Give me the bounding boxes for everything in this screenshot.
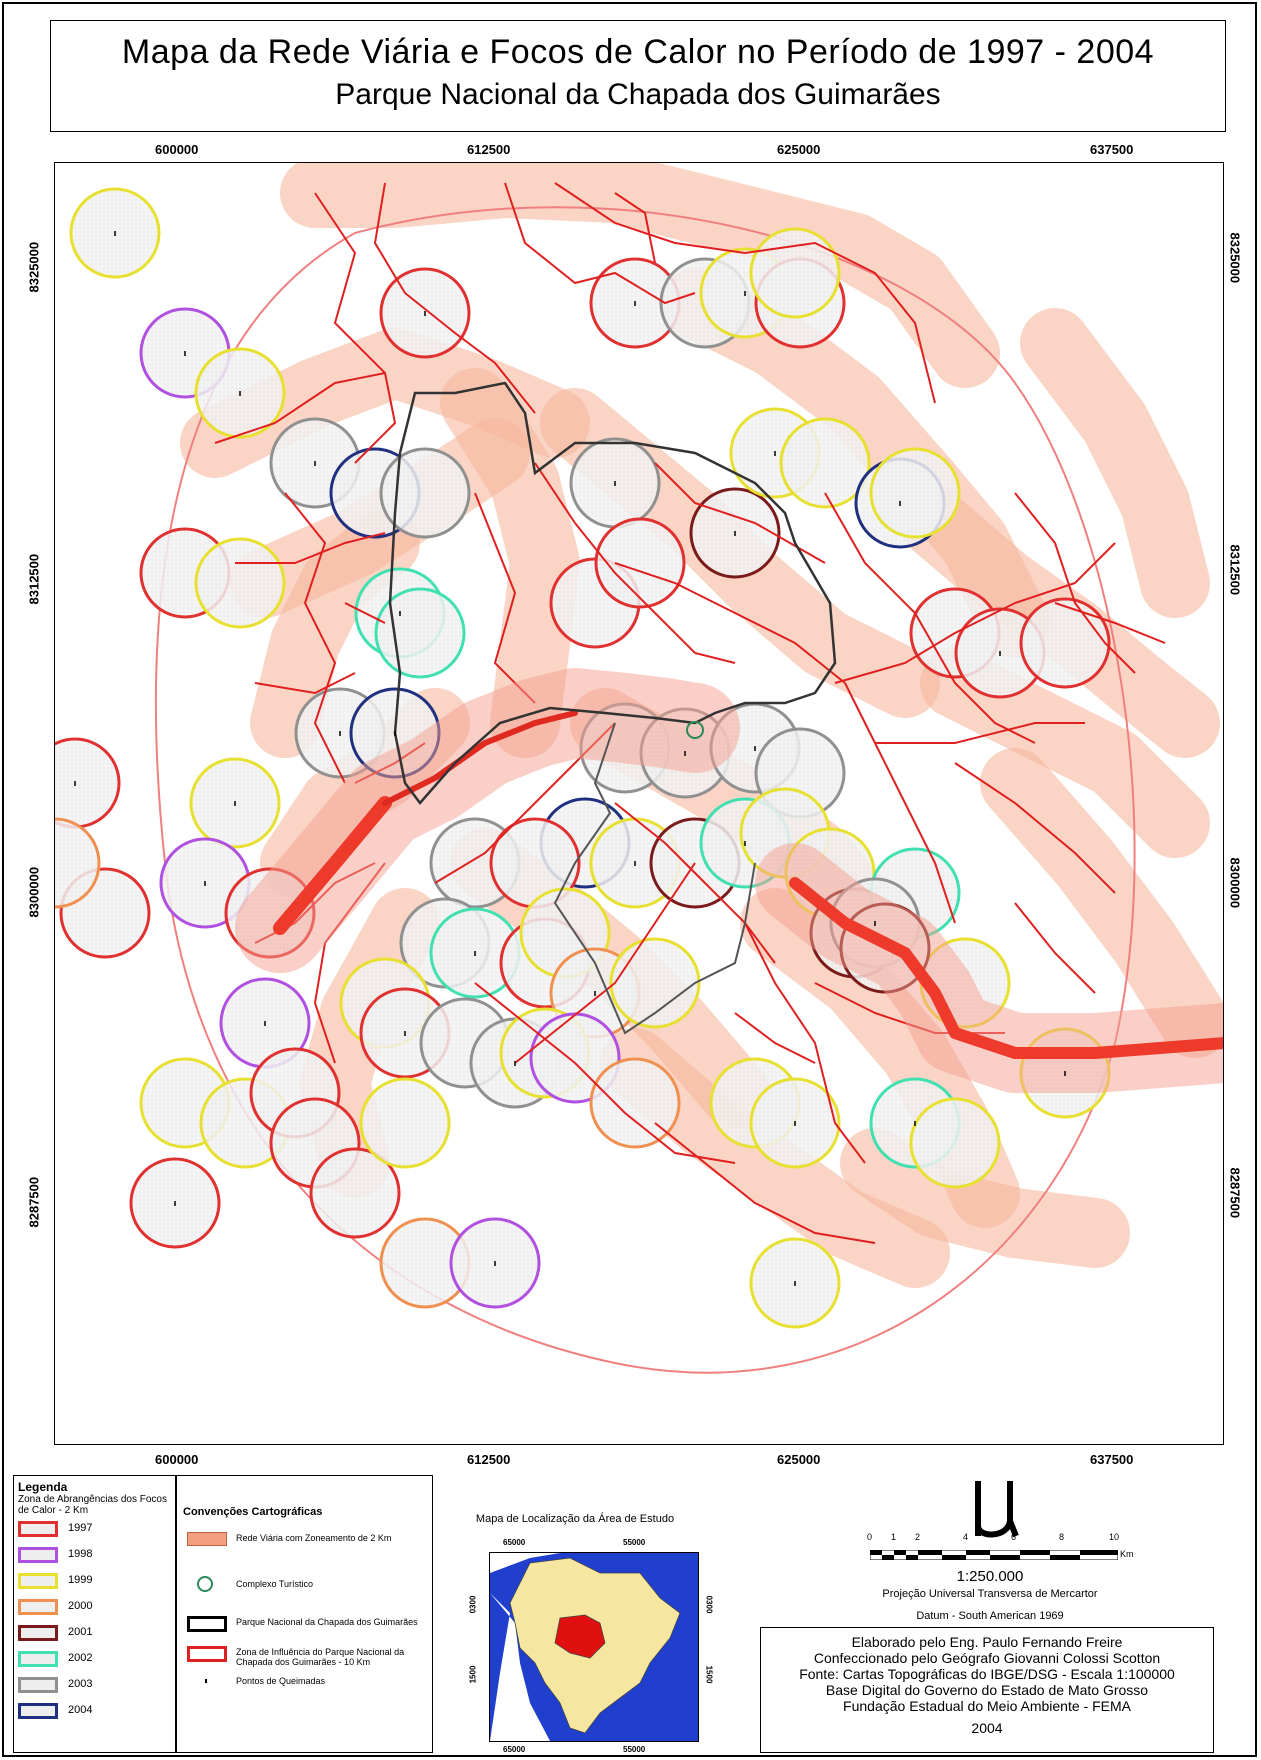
- legend-swatch-1999: [18, 1573, 58, 1589]
- legend-swatch-1997: [18, 1521, 58, 1537]
- legend-label-2003: 2003: [68, 1678, 93, 1690]
- road-zone-swatch: [187, 1532, 227, 1546]
- location-map-canvas: [490, 1553, 698, 1741]
- influence-zone-swatch: [187, 1646, 227, 1662]
- credits-box: Elaborado pelo Eng. Paulo Fernando Freir…: [760, 1627, 1214, 1753]
- datum: Datum - South American 1969: [916, 1610, 1064, 1622]
- convention-label: Parque Nacional da Chapada dos Guimarães: [236, 1617, 418, 1627]
- y-label-left-2: 8312500: [26, 553, 42, 605]
- scale-bar: [869, 1547, 1119, 1561]
- x-label-top-2: 612500: [467, 142, 511, 157]
- legend-box: [13, 1475, 433, 1753]
- x-label-bottom-2: 612500: [467, 1452, 511, 1467]
- credit-line: 2004: [971, 1720, 1003, 1736]
- legend-label-1997: 1997: [68, 1522, 93, 1534]
- y-label-left-4: 8287500: [26, 1176, 42, 1228]
- legend-label-2001: 2001: [68, 1626, 93, 1638]
- legend-swatch-2003: [18, 1677, 58, 1693]
- map-canvas: [55, 163, 1223, 1374]
- legend-swatch-2001: [18, 1625, 58, 1641]
- scale-tick-10: 10: [1109, 1532, 1120, 1542]
- convention-label: Zona de Influência do Parque Nacional da…: [236, 1647, 405, 1667]
- scale-tick-1: 1: [891, 1532, 897, 1542]
- y-label-left-1: 8325000: [26, 241, 42, 293]
- legend-swatch-2002: [18, 1651, 58, 1667]
- x-label-top-1: 600000: [155, 142, 199, 157]
- location-lon-label-bottom-1: 65000: [503, 1745, 526, 1754]
- legend-label-2002: 2002: [68, 1652, 93, 1664]
- legend-label-1999: 1999: [68, 1574, 93, 1586]
- y-label-right-2: 8312500: [1227, 544, 1243, 596]
- study-area-state: [554, 1614, 606, 1659]
- location-lon-label-1: 65000: [503, 1538, 526, 1547]
- location-lat-label-1: 0300: [468, 1595, 478, 1614]
- location-lat-label-2: 1500: [468, 1665, 478, 1684]
- location-lon-label-bottom-2: 55000: [623, 1745, 646, 1754]
- south-america-land: [490, 1553, 560, 1741]
- location-lat-label-right-1: 0300: [704, 1595, 714, 1614]
- x-label-top-4: 637500: [1090, 142, 1134, 157]
- legend-divider: [175, 1475, 177, 1753]
- legend-swatch-2000: [18, 1599, 58, 1615]
- scale-unit: Km: [1120, 1549, 1134, 1559]
- convention-label: Rede Viária com Zoneamento de 2 Km: [236, 1533, 392, 1543]
- credit-line: Base Digital do Governo do Estado de Mat…: [825, 1682, 1149, 1698]
- title-box: Mapa da Rede Viária e Focos de Calor no …: [50, 20, 1226, 132]
- location-map-title: Mapa de Localização da Área de Estudo: [475, 1513, 675, 1525]
- legend-label-2004: 2004: [68, 1704, 93, 1716]
- y-label-right-4: 8287500: [1227, 1167, 1243, 1219]
- scale-tick-6: 6: [1011, 1532, 1017, 1542]
- conventions-title: Convenções Cartográficas: [183, 1506, 323, 1518]
- tourist-complex-marker: [686, 721, 704, 739]
- location-lon-label-2: 55000: [623, 1538, 646, 1547]
- x-label-bottom-3: 625000: [777, 1452, 821, 1467]
- location-lat-label-right-2: 1500: [704, 1665, 714, 1684]
- legend-swatch-1998: [18, 1547, 58, 1563]
- x-label-bottom-4: 637500: [1090, 1452, 1134, 1467]
- tourist-complex-icon: [197, 1576, 213, 1592]
- credit-line: Fonte: Cartas Topográficas do IBGE/DSG -…: [799, 1666, 1175, 1682]
- credit-line: Elaborado pelo Eng. Paulo Fernando Freir…: [851, 1634, 1123, 1650]
- scale-tick-4: 4: [963, 1532, 969, 1542]
- park-boundary-swatch: [187, 1616, 227, 1632]
- convention-label: Complexo Turístico: [236, 1579, 314, 1589]
- scale-bar-graphic: [869, 1549, 1119, 1561]
- park-inner-track: [553, 722, 756, 1035]
- north-arrow: [968, 1476, 1028, 1547]
- projection: Projeção Universal Transversa de Mercart…: [882, 1588, 1098, 1600]
- scale-tick-0: 0: [867, 1532, 873, 1542]
- north-arrow-icon: [975, 1481, 1019, 1538]
- x-label-bottom-1: 600000: [155, 1452, 199, 1467]
- burn-points: [74, 231, 1066, 1286]
- x-label-top-3: 625000: [777, 142, 821, 157]
- y-label-right-1: 8325000: [1227, 232, 1243, 284]
- legend-swatch-2004: [18, 1703, 58, 1719]
- scale-ratio: 1:250.000: [956, 1568, 1024, 1585]
- legend-title: Legenda: [18, 1480, 68, 1494]
- burn-point-icon: [205, 1679, 207, 1683]
- y-label-left-3: 8300000: [26, 866, 42, 918]
- main-map[interactable]: [54, 162, 1224, 1445]
- legend-label-1998: 1998: [68, 1548, 93, 1560]
- legend-subtitle: Zona de Abrangências dos Focos de Calor …: [18, 1494, 167, 1516]
- legend-label-2000: 2000: [68, 1600, 93, 1612]
- credit-line: Confeccionado pelo Geógrafo Giovanni Col…: [813, 1650, 1161, 1666]
- location-map: [489, 1552, 699, 1742]
- road-network: [214, 182, 1166, 1244]
- influence-zone-10km: [155, 206, 1136, 1374]
- main-highway: [235, 668, 1223, 1093]
- scale-tick-8: 8: [1059, 1532, 1065, 1542]
- map-title: Mapa da Rede Viária e Focos de Calor no …: [121, 33, 1155, 71]
- scale-tick-2: 2: [915, 1532, 921, 1542]
- y-label-right-3: 8300000: [1227, 857, 1243, 909]
- convention-label: Pontos de Queimadas: [236, 1676, 326, 1686]
- map-subtitle: Parque Nacional da Chapada dos Guimarães: [335, 78, 941, 111]
- credit-line: Fundação Estadual do Meio Ambiente - FEM…: [843, 1698, 1131, 1714]
